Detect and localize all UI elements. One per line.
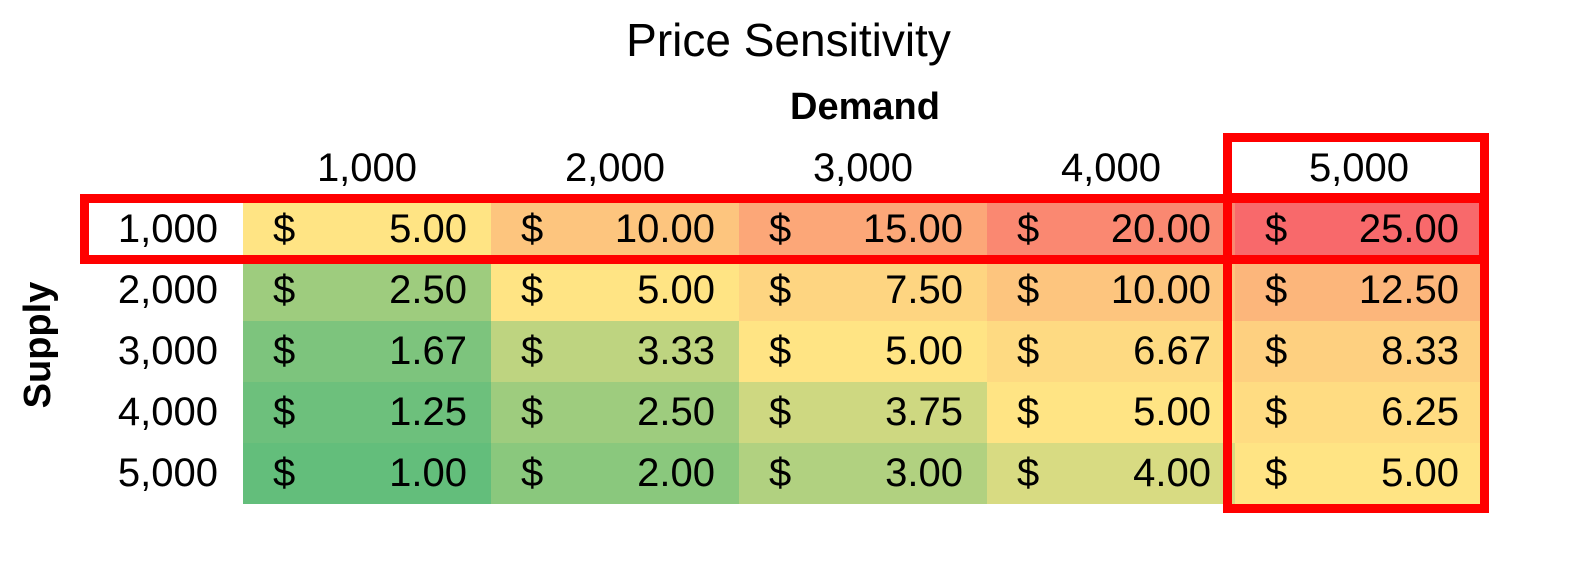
currency-symbol: $ xyxy=(1265,329,1288,373)
cell-value: 1.25 xyxy=(389,390,467,434)
cell-value: 6.67 xyxy=(1133,329,1211,373)
currency-symbol: $ xyxy=(273,207,296,251)
currency-symbol: $ xyxy=(1265,268,1288,312)
heatmap-cell: $2.50 xyxy=(491,382,739,443)
row-header-supply: 4,000 xyxy=(117,390,218,434)
cell-value: 25.00 xyxy=(1358,207,1459,251)
heatmap-cell: $3.75 xyxy=(739,382,987,443)
currency-symbol: $ xyxy=(1017,207,1040,251)
currency-symbol: $ xyxy=(769,329,792,373)
heatmap-cell: $12.50 xyxy=(1235,260,1483,321)
currency-symbol: $ xyxy=(1017,451,1040,495)
heatmap-cell: $4.00 xyxy=(987,443,1235,504)
cell-value: 6.25 xyxy=(1381,390,1459,434)
currency-symbol: $ xyxy=(769,390,792,434)
currency-symbol: $ xyxy=(521,329,544,373)
cell-value: 5.00 xyxy=(1133,390,1211,434)
chart-title: Price Sensitivity xyxy=(626,14,951,66)
cell-value: 5.00 xyxy=(389,207,467,251)
cell-value: 1.67 xyxy=(389,329,467,373)
cell-value: 10.00 xyxy=(614,207,715,251)
heatmap-cell: $5.00 xyxy=(987,382,1235,443)
cell-value: 4.00 xyxy=(1133,451,1211,495)
row-header-supply: 2,000 xyxy=(117,268,218,312)
column-header-demand: 1,000 xyxy=(316,146,418,190)
currency-symbol: $ xyxy=(521,390,544,434)
currency-symbol: $ xyxy=(1017,390,1040,434)
cell-value: 1.00 xyxy=(389,451,467,495)
heatmap-cell: $6.67 xyxy=(987,321,1235,382)
y-axis-label: Supply xyxy=(17,281,59,409)
currency-symbol: $ xyxy=(521,207,544,251)
cell-value: 5.00 xyxy=(1381,451,1459,495)
heatmap-cell: $25.00 xyxy=(1235,199,1483,260)
column-header-demand: 5,000 xyxy=(1308,146,1410,190)
currency-symbol: $ xyxy=(521,451,544,495)
cell-value: 8.33 xyxy=(1381,329,1459,373)
currency-symbol: $ xyxy=(1265,390,1288,434)
column-header-demand: 3,000 xyxy=(812,146,914,190)
currency-symbol: $ xyxy=(769,451,792,495)
heatmap-cell: $10.00 xyxy=(491,199,739,260)
cell-value: 3.33 xyxy=(637,329,715,373)
heatmap-cell: $15.00 xyxy=(739,199,987,260)
heatmap-cell: $3.00 xyxy=(739,443,987,504)
currency-symbol: $ xyxy=(273,390,296,434)
currency-symbol: $ xyxy=(521,268,544,312)
column-header-demand: 2,000 xyxy=(564,146,666,190)
heatmap-cell: $5.00 xyxy=(1235,443,1483,504)
cell-value: 12.50 xyxy=(1358,268,1459,312)
highlight-column-box xyxy=(1223,133,1489,513)
cell-value: 5.00 xyxy=(885,329,963,373)
highlight-column-divider xyxy=(1223,193,1489,202)
row-header-supply: 1,000 xyxy=(117,207,218,251)
currency-symbol: $ xyxy=(273,329,296,373)
heatmap-cell: $7.50 xyxy=(739,260,987,321)
cell-value: 3.75 xyxy=(885,390,963,434)
heatmap-cell: $1.00 xyxy=(243,443,491,504)
cell-value: 10.00 xyxy=(1110,268,1211,312)
heatmap-cell: $5.00 xyxy=(739,321,987,382)
heatmap-cell: $10.00 xyxy=(987,260,1235,321)
cell-value: 7.50 xyxy=(885,268,963,312)
heatmap-cell: $1.25 xyxy=(243,382,491,443)
x-axis-label: Demand xyxy=(790,86,940,128)
cell-value: 2.50 xyxy=(637,390,715,434)
heatmap-cell: $2.50 xyxy=(243,260,491,321)
heatmap-cell: $5.00 xyxy=(491,260,739,321)
heatmap-cell: $2.00 xyxy=(491,443,739,504)
heatmap-cell: $8.33 xyxy=(1235,321,1483,382)
cell-value: 2.00 xyxy=(637,451,715,495)
cell-value: 5.00 xyxy=(637,268,715,312)
currency-symbol: $ xyxy=(273,268,296,312)
currency-symbol: $ xyxy=(273,451,296,495)
row-header-supply: 5,000 xyxy=(117,451,218,495)
currency-symbol: $ xyxy=(1017,268,1040,312)
heatmap-cell: $5.00 xyxy=(243,199,491,260)
currency-symbol: $ xyxy=(769,207,792,251)
cell-value: 2.50 xyxy=(389,268,467,312)
cell-value: 3.00 xyxy=(885,451,963,495)
cell-value: 15.00 xyxy=(862,207,963,251)
currency-symbol: $ xyxy=(1265,207,1288,251)
currency-symbol: $ xyxy=(1017,329,1040,373)
heatmap-cell: $3.33 xyxy=(491,321,739,382)
currency-symbol: $ xyxy=(769,268,792,312)
currency-symbol: $ xyxy=(1265,451,1288,495)
cell-value: 20.00 xyxy=(1110,207,1211,251)
heatmap-cell: $6.25 xyxy=(1235,382,1483,443)
row-header-supply: 3,000 xyxy=(117,329,218,373)
heatmap-cell: $1.67 xyxy=(243,321,491,382)
heatmap-cell: $20.00 xyxy=(987,199,1235,260)
column-header-demand: 4,000 xyxy=(1060,146,1162,190)
